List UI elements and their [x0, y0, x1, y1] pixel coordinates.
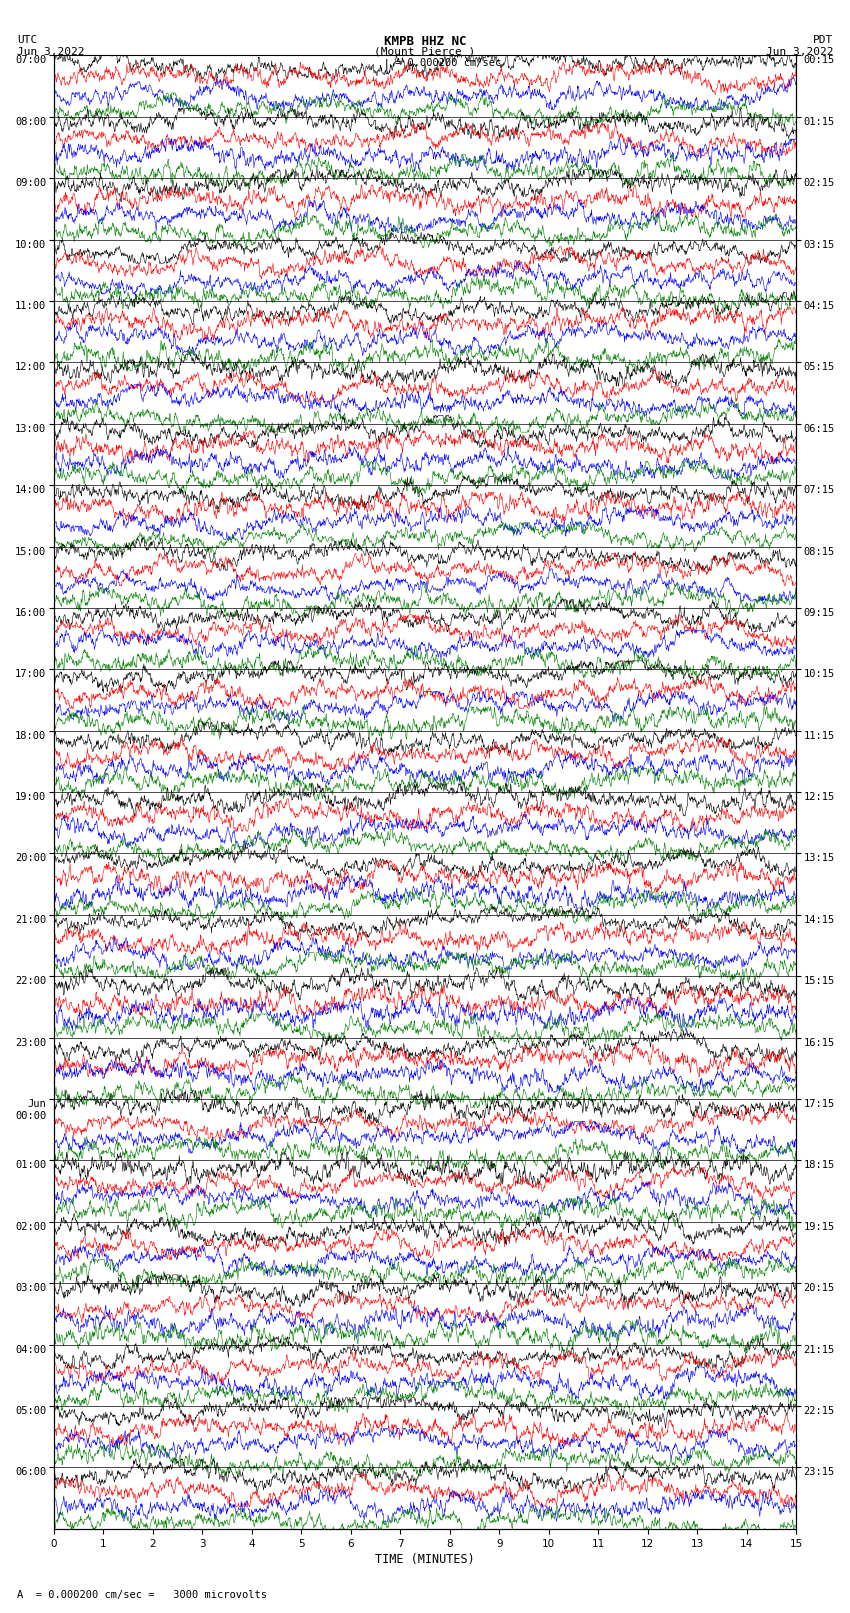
Text: KMPB HHZ NC: KMPB HHZ NC — [383, 35, 467, 48]
Text: (Mount Pierce ): (Mount Pierce ) — [374, 47, 476, 56]
Text: Jun 3,2022: Jun 3,2022 — [766, 47, 833, 56]
Text: PDT: PDT — [813, 35, 833, 45]
Text: A  = 0.000200 cm/sec =   3000 microvolts: A = 0.000200 cm/sec = 3000 microvolts — [17, 1590, 267, 1600]
Text: = 0.000200 cm/sec: = 0.000200 cm/sec — [395, 58, 501, 68]
Text: UTC: UTC — [17, 35, 37, 45]
Text: Jun 3,2022: Jun 3,2022 — [17, 47, 84, 56]
Text: |: | — [383, 58, 390, 71]
X-axis label: TIME (MINUTES): TIME (MINUTES) — [375, 1553, 475, 1566]
